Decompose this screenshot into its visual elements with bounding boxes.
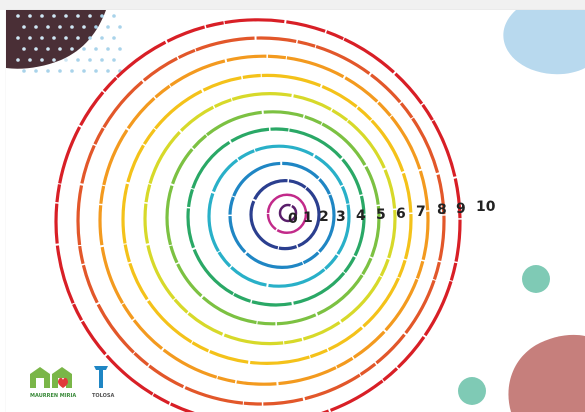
pattern-dot — [82, 47, 86, 51]
pattern-dot — [112, 58, 116, 62]
ring-number-7: 7 — [416, 204, 426, 220]
pattern-dot — [100, 58, 104, 62]
ring-1 — [266, 193, 308, 235]
pattern-dot — [28, 58, 32, 62]
maurren-miria-logo: MAURREN MIRIA — [30, 367, 76, 399]
pattern-dot — [22, 47, 26, 51]
pattern-dot — [76, 36, 80, 40]
ring-number-0: 0 — [288, 211, 298, 227]
pattern-dot — [76, 14, 80, 18]
ring-number-8: 8 — [437, 202, 447, 218]
pattern-dot — [34, 25, 38, 29]
ring-number-5: 5 — [376, 207, 386, 223]
pattern-dot — [46, 25, 50, 29]
ring-numbers: 0 1 2 3 4 5 6 7 8 9 10 — [288, 199, 496, 227]
maurren-miria-text: MAURREN MIRIA — [30, 393, 76, 399]
ring-2 — [249, 179, 321, 251]
ring-number-6: 6 — [396, 206, 406, 222]
dotted-pattern — [16, 14, 122, 73]
pattern-dot — [28, 36, 32, 40]
pattern-dot — [40, 36, 44, 40]
pattern-dot — [22, 69, 26, 73]
pattern-dot — [58, 47, 62, 51]
ring-number-3: 3 — [336, 209, 346, 225]
pattern-dot — [118, 25, 122, 29]
ring-6 — [165, 110, 381, 326]
pattern-dot — [82, 25, 86, 29]
pattern-dot — [106, 47, 110, 51]
ring-11 — [54, 18, 462, 412]
pattern-dot — [94, 47, 98, 51]
pattern-dot — [34, 47, 38, 51]
ring-number-1: 1 — [303, 210, 313, 226]
pattern-dot — [64, 36, 68, 40]
pattern-dot — [40, 58, 44, 62]
pattern-dot — [46, 47, 50, 51]
dark-blob-topleft — [6, 10, 106, 69]
teal-dot-bottom — [458, 377, 486, 405]
pattern-dot — [28, 14, 32, 18]
pattern-dot — [34, 69, 38, 73]
rose-blob-bottomright — [508, 334, 585, 412]
ring-5 — [186, 127, 366, 307]
pattern-dot — [106, 25, 110, 29]
pattern-dot — [64, 58, 68, 62]
ring-3 — [228, 161, 336, 269]
pattern-dot — [70, 25, 74, 29]
pattern-dot — [112, 14, 116, 18]
pattern-dot — [16, 58, 20, 62]
rainbow-spiral-artwork: 0 1 2 3 4 5 6 7 8 9 10 MAURREN MIRIA TOLOSA — [6, 10, 585, 412]
pattern-dot — [46, 69, 50, 73]
ring-number-2: 2 — [319, 209, 329, 225]
ring-number-10: 10 — [476, 199, 496, 215]
pattern-dot — [118, 47, 122, 51]
pattern-dot — [52, 14, 56, 18]
pattern-dot — [94, 69, 98, 73]
pattern-dot — [112, 36, 116, 40]
ring-number-4: 4 — [356, 208, 366, 224]
ring-10 — [76, 36, 446, 406]
pattern-dot — [88, 36, 92, 40]
pattern-dot — [58, 25, 62, 29]
top-strip — [0, 0, 585, 10]
teal-dot-right — [522, 265, 550, 293]
ring-4 — [207, 144, 351, 288]
blue-blob-topright — [503, 10, 585, 75]
pattern-dot — [16, 14, 20, 18]
pattern-dot — [52, 36, 56, 40]
pattern-dot — [16, 36, 20, 40]
ring-8 — [121, 73, 413, 365]
pattern-dot — [40, 14, 44, 18]
rainbow-rings — [54, 18, 462, 412]
tolosa-text: TOLOSA — [92, 393, 115, 399]
worksheet-page: 0 1 2 3 4 5 6 7 8 9 10 MAURREN MIRIA TOLOSA — [6, 10, 585, 412]
pattern-dot — [58, 69, 62, 73]
pattern-dot — [82, 69, 86, 73]
pattern-dot — [52, 58, 56, 62]
pattern-dot — [94, 25, 98, 29]
ring-0 — [278, 203, 298, 223]
pattern-dot — [88, 58, 92, 62]
pattern-dot — [70, 47, 74, 51]
pattern-dot — [70, 69, 74, 73]
pattern-dot — [64, 14, 68, 18]
tolosa-logo: TOLOSA — [92, 366, 115, 399]
ring-7 — [143, 92, 397, 346]
pattern-dot — [76, 58, 80, 62]
ring-9 — [98, 54, 430, 386]
pattern-dot — [100, 36, 104, 40]
pattern-dot — [100, 14, 104, 18]
ring-number-9: 9 — [456, 201, 466, 217]
pattern-dot — [106, 69, 110, 73]
pattern-dot — [88, 14, 92, 18]
pattern-dot — [22, 25, 26, 29]
